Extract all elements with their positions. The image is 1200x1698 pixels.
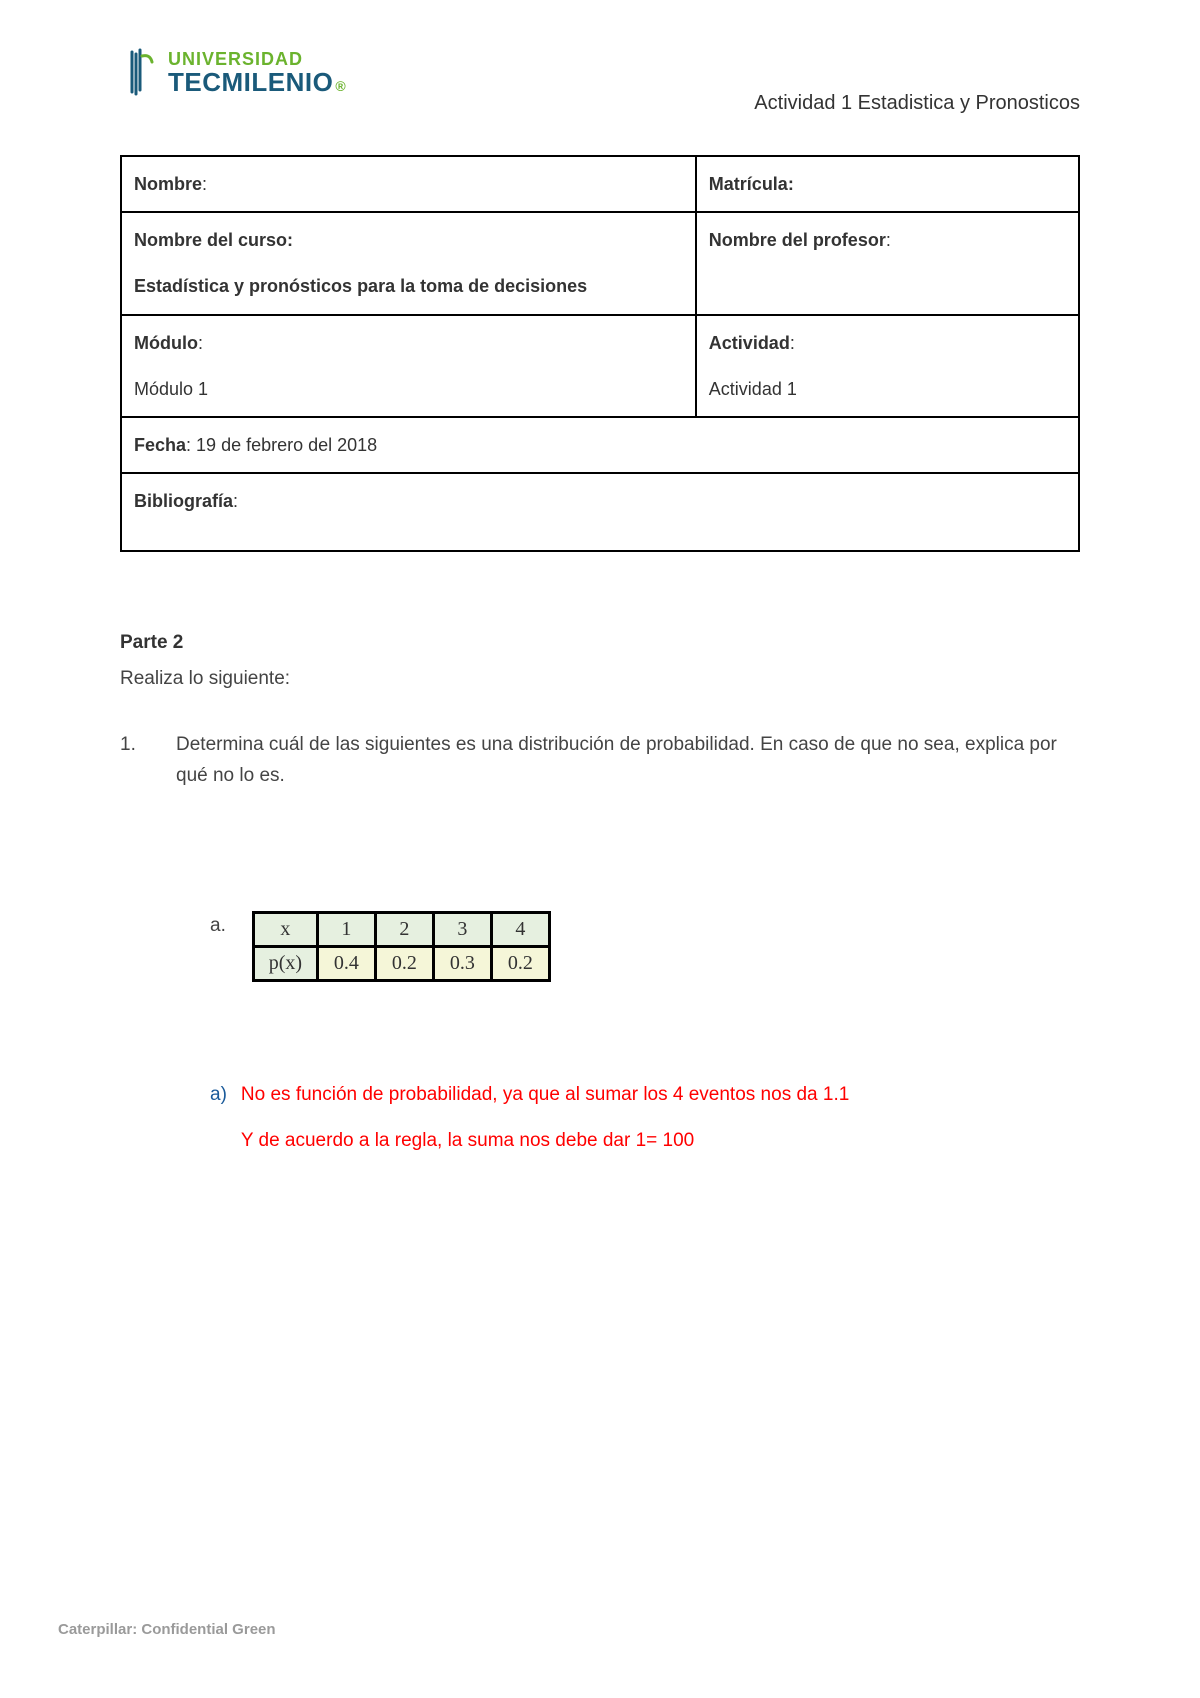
curso-label: Nombre del curso: bbox=[134, 223, 683, 257]
prob-p-1: 0.4 bbox=[317, 946, 375, 980]
sub-label-a: a. bbox=[210, 915, 226, 937]
actividad-value: Actividad 1 bbox=[709, 372, 1066, 406]
bibliografia-label: Bibliografía bbox=[134, 491, 233, 511]
matricula-label: Matrícula: bbox=[709, 174, 794, 194]
prob-x-2: 2 bbox=[375, 912, 433, 946]
question-1: 1. Determina cuál de las siguientes es u… bbox=[120, 730, 1080, 791]
logo-icon bbox=[120, 48, 160, 98]
logo: UNIVERSIDAD TECMILENIO® bbox=[120, 48, 346, 98]
prob-p-3: 0.3 bbox=[433, 946, 491, 980]
prob-p-4: 0.2 bbox=[491, 946, 549, 980]
nombre-label: Nombre bbox=[134, 174, 202, 194]
answer-line2: Y de acuerdo a la regla, la suma nos deb… bbox=[241, 1118, 849, 1164]
answer-line1: No es función de probabilidad, ya que al… bbox=[241, 1072, 849, 1118]
info-table: Nombre: Matrícula: Nombre del curso: Est… bbox=[120, 155, 1080, 552]
fecha-label: Fecha bbox=[134, 435, 186, 455]
intro-text: Realiza lo siguiente: bbox=[120, 668, 1080, 690]
answer-text: No es función de probabilidad, ya que al… bbox=[241, 1072, 849, 1163]
actividad-label: Actividad bbox=[709, 333, 790, 353]
prob-px-label: p(x) bbox=[253, 946, 317, 980]
modulo-value: Módulo 1 bbox=[134, 372, 683, 406]
footer-text: Caterpillar: Confidential Green bbox=[58, 1621, 276, 1638]
modulo-label: Módulo bbox=[134, 333, 198, 353]
answer-label: a) bbox=[210, 1072, 227, 1163]
prob-x-1: 1 bbox=[317, 912, 375, 946]
logo-line2: TECMILENIO® bbox=[168, 69, 346, 96]
question-number: 1. bbox=[120, 730, 140, 791]
prob-x-4: 4 bbox=[491, 912, 549, 946]
prob-x-label: x bbox=[253, 912, 317, 946]
sub-item-a: a. x 1 2 3 4 p(x) 0.4 0.2 0.3 0.2 bbox=[210, 911, 1080, 982]
profesor-label: Nombre del profesor bbox=[709, 230, 886, 250]
curso-value: Estadística y pronósticos para la toma d… bbox=[134, 269, 683, 303]
probability-table: x 1 2 3 4 p(x) 0.4 0.2 0.3 0.2 bbox=[252, 911, 551, 982]
section-title: Parte 2 bbox=[120, 632, 1080, 654]
fecha-value: 19 de febrero del 2018 bbox=[196, 435, 377, 455]
question-text: Determina cuál de las siguientes es una … bbox=[176, 730, 1080, 791]
answer-block: a) No es función de probabilidad, ya que… bbox=[210, 1072, 1080, 1163]
prob-x-3: 3 bbox=[433, 912, 491, 946]
prob-p-2: 0.2 bbox=[375, 946, 433, 980]
header: UNIVERSIDAD TECMILENIO® Actividad 1 Esta… bbox=[120, 48, 1080, 115]
page-title: Actividad 1 Estadistica y Pronosticos bbox=[754, 92, 1080, 115]
